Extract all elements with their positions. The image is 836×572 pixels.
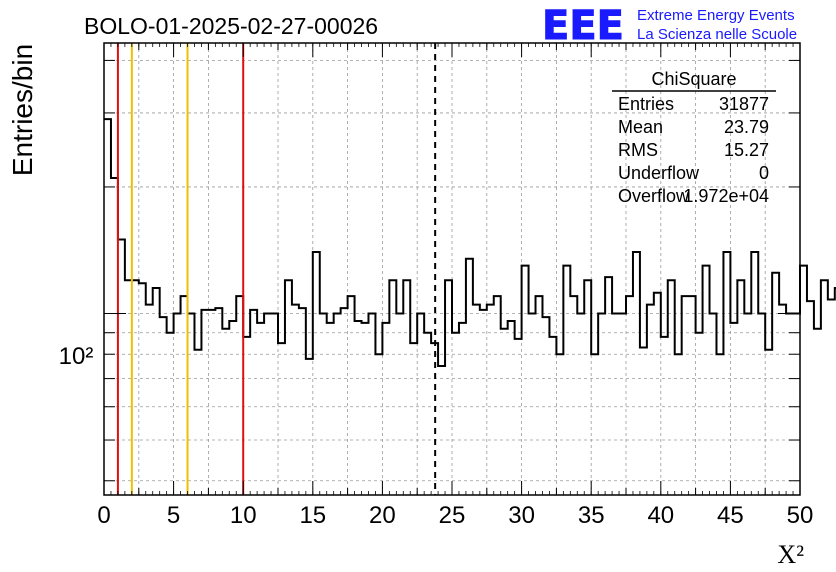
stats-label-rms: RMS xyxy=(618,140,658,160)
stats-value-underflow: 0 xyxy=(759,163,769,183)
stats-title: ChiSquare xyxy=(651,69,736,89)
x-tick-label: 10 xyxy=(230,502,257,529)
histogram-bins xyxy=(104,118,836,368)
reference-lines xyxy=(116,43,437,495)
stats-label-entries: Entries xyxy=(618,94,674,114)
x-tick-label: 50 xyxy=(787,502,814,529)
x-tick-label: 20 xyxy=(369,502,396,529)
chart-title: BOLO-01-2025-02-27-00026 xyxy=(84,13,378,39)
x-tick-label: 0 xyxy=(97,502,110,529)
grid-lines xyxy=(104,43,800,495)
eee-logo: EEE Extreme Energy Events La Scienza nel… xyxy=(542,3,798,50)
x-tick-label: 35 xyxy=(578,502,605,529)
x-tick-label: 25 xyxy=(439,502,466,529)
plot-frame xyxy=(103,42,801,496)
y-tick-label-100: 10² xyxy=(59,343,94,370)
stats-label-underflow: Underflow xyxy=(618,163,700,183)
x-tick-label: 45 xyxy=(717,502,744,529)
stats-box: ChiSquare Entries 31877 Mean 23.79 RMS 1… xyxy=(612,69,776,206)
logo-line-2: La Scienza nelle Scuole xyxy=(637,26,797,43)
x-axis-label: X² xyxy=(777,540,804,569)
x-tick-label: 30 xyxy=(508,502,535,529)
stats-label-mean: Mean xyxy=(618,117,663,137)
x-tick-label: 40 xyxy=(647,502,674,529)
stats-value-rms: 15.27 xyxy=(724,140,769,160)
logo-mark: EEE xyxy=(542,3,624,49)
stats-value-entries: 31877 xyxy=(719,94,769,114)
x-tick-labels: 0 5 10 15 20 25 30 35 40 45 50 xyxy=(97,502,813,529)
stats-value-overflow: 1.972e+04 xyxy=(683,186,769,206)
y-axis-label: Entries/bin xyxy=(7,44,38,176)
histogram-outline xyxy=(104,118,836,368)
stats-value-mean: 23.79 xyxy=(724,117,769,137)
x-tick-label: 15 xyxy=(299,502,326,529)
logo-line-1: Extreme Energy Events xyxy=(637,7,795,24)
stats-label-overflow: Overflow xyxy=(618,186,690,206)
x-tick-label: 5 xyxy=(167,502,180,529)
